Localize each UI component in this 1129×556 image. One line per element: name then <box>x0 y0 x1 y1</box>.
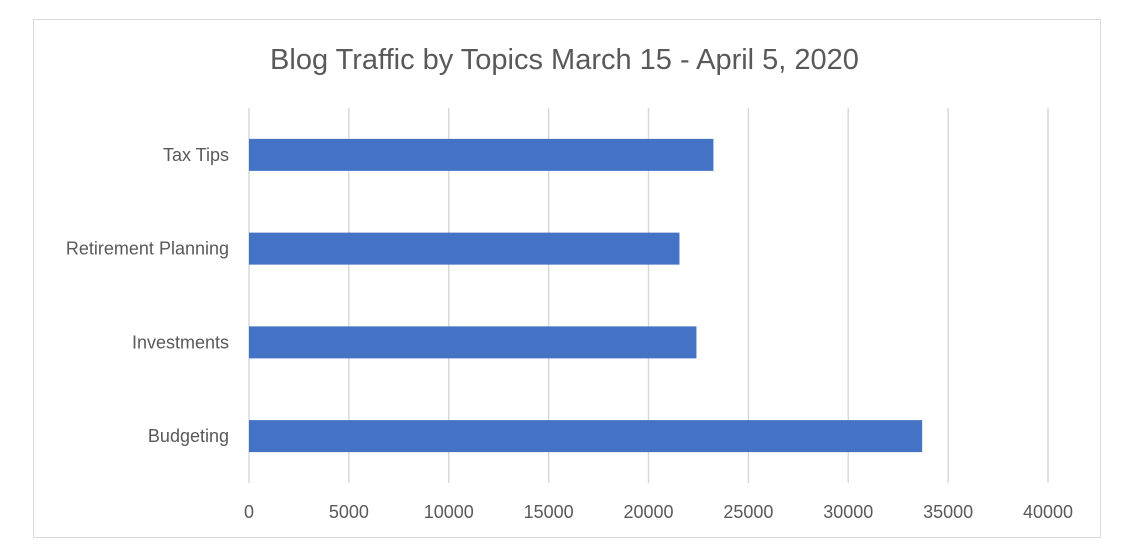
x-tick-label: 35000 <box>923 502 973 522</box>
bar-retirement-planning <box>249 232 680 265</box>
x-tick-labels: 0 5000 10000 15000 20000 25000 30000 35000 40000 <box>244 502 1073 522</box>
x-tick-label: 30000 <box>823 502 873 522</box>
x-tick-label: 25000 <box>723 502 773 522</box>
bar-investments <box>249 326 697 359</box>
x-tick-label: 10000 <box>424 502 474 522</box>
x-tick-label: 5000 <box>329 502 369 522</box>
bars <box>249 138 923 453</box>
x-tick-label: 20000 <box>623 502 673 522</box>
x-tick-label: 15000 <box>524 502 574 522</box>
category-labels: Tax Tips Retirement Planning Investments Bu… <box>66 145 229 446</box>
bar-budgeting <box>249 420 923 453</box>
bar-tax-tips <box>249 138 714 171</box>
chart-title: Blog Traffic by Topics March 15 - April … <box>270 44 859 76</box>
category-label: Budgeting <box>148 426 229 446</box>
category-label: Tax Tips <box>163 145 229 165</box>
x-tick-label: 0 <box>244 502 254 522</box>
category-label: Retirement Planning <box>66 239 229 259</box>
category-label: Investments <box>132 332 229 352</box>
x-tick-label: 40000 <box>1023 502 1073 522</box>
